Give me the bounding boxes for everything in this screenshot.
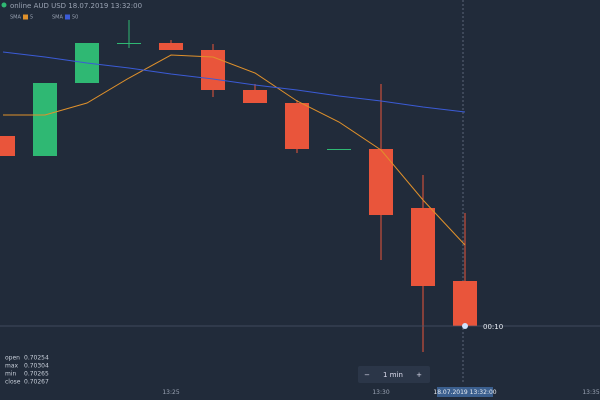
- candle-body: [369, 149, 393, 215]
- readout-value: 0.70267: [24, 379, 49, 386]
- crosshair-label: 18.07.2019 13:32:00: [433, 389, 496, 396]
- candle-body: [33, 83, 57, 156]
- x-tick-label: 13:35: [582, 389, 599, 396]
- readout-value: 0.70254: [24, 355, 49, 362]
- sma-line: [3, 54, 466, 246]
- legend-name: SMA: [52, 15, 63, 21]
- minus-button[interactable]: −: [364, 371, 370, 379]
- candle-body: [453, 281, 477, 326]
- interval-control[interactable]: [358, 366, 430, 383]
- status-dot: [1, 2, 7, 8]
- sma-line: [2, 51, 466, 113]
- candle-body: [285, 103, 309, 149]
- readout-value: 0.70304: [24, 363, 49, 370]
- readout-value: 0.70265: [24, 371, 49, 378]
- readout-label: open: [5, 355, 20, 362]
- candle-body: [117, 43, 141, 44]
- candle-body: [411, 208, 435, 286]
- legend-swatch: [65, 14, 70, 20]
- price-dot: [462, 323, 468, 329]
- candle-body: [159, 43, 183, 50]
- legend-period: 50: [72, 15, 78, 21]
- crosshair-label-bg: [437, 387, 493, 397]
- candle-body: [0, 136, 15, 156]
- readout-label: close: [5, 379, 21, 386]
- readout-label: min: [5, 371, 17, 378]
- x-tick-label: 13:25: [162, 389, 179, 396]
- plus-button[interactable]: +: [416, 371, 422, 379]
- candle-body: [243, 90, 267, 103]
- x-tick-label: 13:30: [372, 389, 389, 396]
- chart-title: online AUD USD 18.07.2019 13:32:00: [10, 2, 142, 10]
- candle-body: [201, 50, 225, 90]
- readout-label: max: [5, 363, 19, 370]
- legend-period: 5: [30, 15, 33, 21]
- candle-body: [327, 149, 351, 150]
- interval-label: 1 min: [383, 371, 403, 379]
- price-timer: 00:10: [483, 323, 503, 331]
- legend-name: SMA: [10, 15, 21, 21]
- legend-swatch: [23, 14, 28, 20]
